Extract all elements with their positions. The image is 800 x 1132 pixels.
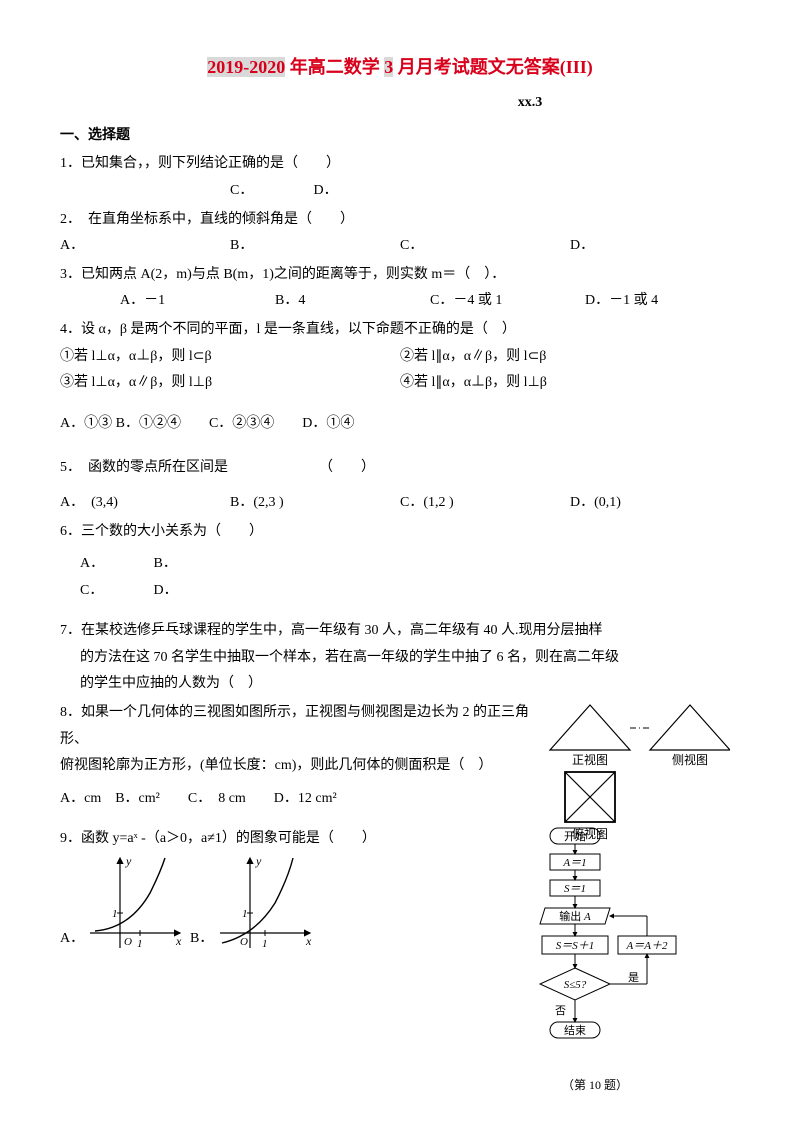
q8-l2: 俯视图轮廓为正方形，(单位长度：cm)，则此几何体的侧面积是（ ） <box>60 753 530 780</box>
q6-opt-c: C． <box>80 578 150 605</box>
question-3: 3．已知两点 A(2，m)与点 B(m，1)之间的距离等于，则实数 m＝（ ）．… <box>60 262 740 315</box>
question-9: 9．函数 y=aˣ -（a＞0，a≠1）的图象可能是（ ） A． 1 O 1 x… <box>60 826 740 1086</box>
title-month: 3 <box>384 57 393 77</box>
q3-opt-b: B．4 <box>275 288 430 315</box>
svg-text:输出 A: 输出 A <box>559 909 591 923</box>
q9-opt-a: A． <box>60 926 80 953</box>
q7-l1: 7．在某校选修乒乓球课程的学生中，高一年级有 30 人，高二年级有 40 人.现… <box>60 618 740 645</box>
q4-prop2: ②若 l∥α，α∥β，则 l⊂β <box>400 344 740 371</box>
question-4: 4．设 α，β 是两个不同的平面，l 是一条直线，以下命题不正确的是（ ） ①若… <box>60 317 740 437</box>
q4-prop1: ①若 l⊥α，α⊥β，则 l⊂β <box>60 344 400 371</box>
front-view-label: 正视图 <box>572 752 608 767</box>
svg-text:1: 1 <box>137 938 143 950</box>
q1-opt-d: D． <box>314 183 338 198</box>
graph-a-svg: 1 O 1 x y <box>80 853 190 953</box>
question-8: 8．如果一个几何体的三视图如图所示，正视图与侧视图是边长为 2 的正三角形、 俯… <box>60 700 740 812</box>
svg-text:1: 1 <box>242 908 248 920</box>
svg-text:x: x <box>175 934 182 948</box>
svg-text:y: y <box>255 854 262 868</box>
svg-text:1: 1 <box>262 938 268 950</box>
q3-opt-c: C．－4 或 1 <box>430 288 585 315</box>
svg-text:是: 是 <box>628 971 639 984</box>
svg-text:A＝A＋2: A＝A＋2 <box>626 940 668 952</box>
svg-text:A＝1: A＝1 <box>562 857 586 869</box>
svg-text:否: 否 <box>555 1005 566 1017</box>
q9-opt-b: B． <box>190 926 210 953</box>
q4-opts: A．①③ B．①②④ C．②③④ D．①④ <box>60 411 740 438</box>
svg-text:结束: 结束 <box>564 1024 586 1037</box>
q6-opt-d: D． <box>154 583 178 598</box>
q8-l1: 8．如果一个几何体的三视图如图所示，正视图与侧视图是边长为 2 的正三角形、 <box>60 700 530 753</box>
svg-text:S＝1: S＝1 <box>564 883 586 895</box>
q2-text: 2． 在直角坐标系中，直线的倾斜角是（ ） <box>60 207 740 234</box>
q4-prop4: ④若 l∥α，α⊥β，则 l⊥β <box>400 370 740 397</box>
q6-opt-b: B． <box>154 556 177 571</box>
flowchart: 开始 A＝1 S＝1 输出 A S＝S＋1 A＝A＋2 S≤5? <box>510 826 680 1097</box>
svg-text:1: 1 <box>112 908 118 920</box>
side-view-label: 侧视图 <box>672 752 708 767</box>
question-7: 7．在某校选修乒乓球课程的学生中，高一年级有 30 人，高二年级有 40 人.现… <box>60 618 740 698</box>
question-2: 2． 在直角坐标系中，直线的倾斜角是（ ） A． B． C． D． <box>60 207 740 260</box>
section-heading: 一、选择题 <box>60 123 740 150</box>
svg-text:O: O <box>124 936 132 948</box>
svg-text:S≤5?: S≤5? <box>564 979 587 991</box>
svg-text:y: y <box>125 854 132 868</box>
q5-opt-b: B．(2,3 ) <box>230 490 400 517</box>
q1-opt-c: C． <box>230 178 310 205</box>
flow-start: 开始 <box>564 829 586 843</box>
q2-opt-a: A． <box>60 233 230 260</box>
svg-text:x: x <box>305 934 312 948</box>
q5-opt-d: D．(0,1) <box>570 490 740 517</box>
flow-caption: （第 10 题） <box>510 1074 680 1097</box>
q5-opt-c: C．(1,2 ) <box>400 490 570 517</box>
page-title: 2019-2020 年高二数学 3 月月考试题文无答案(III) <box>60 50 740 84</box>
q3-text: 3．已知两点 A(2，m)与点 B(m，1)之间的距离等于，则实数 m＝（ ）． <box>60 262 740 289</box>
q5-text: 5． 函数的零点所在区间是 （ ） <box>60 455 740 482</box>
question-6: 6．三个数的大小关系为（ ） A． B． C． D． <box>60 519 740 605</box>
q7-l3: 的学生中应抽的人数为（ ） <box>60 671 740 698</box>
q6-opt-a: A． <box>80 551 150 578</box>
title-year: 2019-2020 <box>207 57 285 77</box>
q5-opt-a: A． (3,4) <box>60 490 230 517</box>
title-tail: 月月考试题文无答案(III) <box>393 57 593 77</box>
svg-text:O: O <box>240 936 248 948</box>
subtitle: xx.3 <box>60 90 740 117</box>
q3-opt-a: A．－1 <box>120 288 275 315</box>
q3-opt-d: D．－1 或 4 <box>585 288 740 315</box>
q6-text: 6．三个数的大小关系为（ ） <box>60 519 740 546</box>
q7-l2: 的方法在这 70 名学生中抽取一个样本，若在高一年级的学生中抽了 6 名，则在高… <box>60 645 740 672</box>
question-1: 1．已知集合，，则下列结论正确的是（ ） C． D． <box>60 151 740 204</box>
q2-opt-c: C． <box>400 233 570 260</box>
q4-prop3: ③若 l⊥α，α∥β，则 l⊥β <box>60 370 400 397</box>
question-5: 5． 函数的零点所在区间是 （ ） A． (3,4) B．(2,3 ) C．(1… <box>60 455 740 516</box>
q2-opt-b: B． <box>230 233 400 260</box>
q1-text: 1．已知集合，，则下列结论正确的是（ ） <box>60 151 740 178</box>
flowchart-svg: 开始 A＝1 S＝1 输出 A S＝S＋1 A＝A＋2 S≤5? <box>510 826 680 1066</box>
three-view-svg: 正视图 侧视图 俯视图 <box>540 700 730 840</box>
title-mid: 年高二数学 <box>285 57 384 77</box>
graph-b-svg: 1 O 1 x y <box>210 853 320 953</box>
svg-text:S＝S＋1: S＝S＋1 <box>556 940 595 952</box>
q2-opt-d: D． <box>570 233 740 260</box>
q4-text: 4．设 α，β 是两个不同的平面，l 是一条直线，以下命题不正确的是（ ） <box>60 317 740 344</box>
